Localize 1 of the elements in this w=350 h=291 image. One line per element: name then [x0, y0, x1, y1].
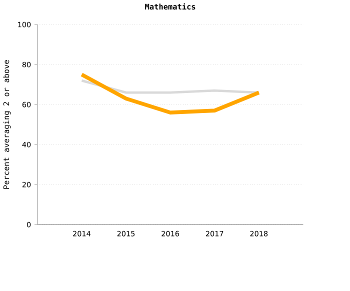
line-series [80, 72, 261, 115]
